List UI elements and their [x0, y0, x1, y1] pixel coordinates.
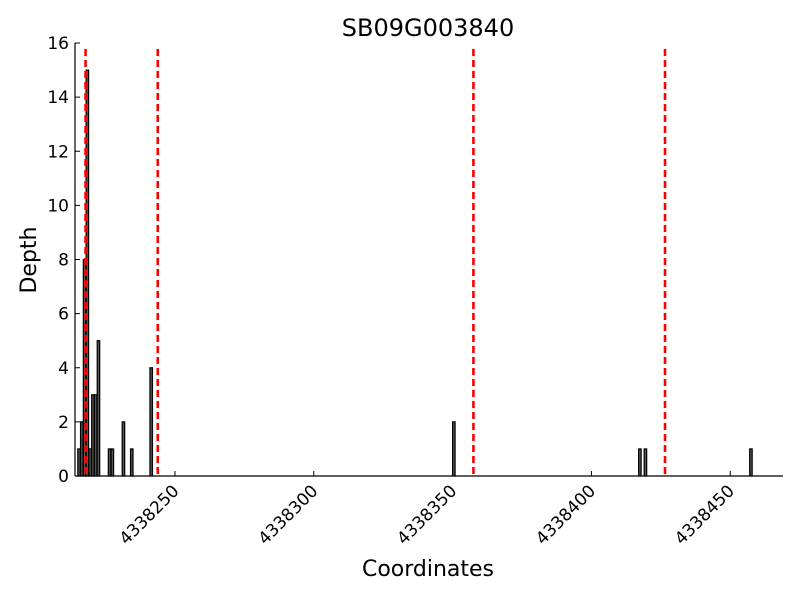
depth-bar	[110, 448, 115, 477]
depth-bar	[93, 394, 98, 477]
y-tick-label: 12	[47, 142, 69, 162]
y-tick-label: 8	[58, 251, 69, 271]
depth-bar	[129, 448, 134, 477]
x-tick-label: 4338350	[393, 481, 461, 549]
depth-bar	[452, 421, 456, 477]
y-tick-label: 6	[58, 305, 69, 325]
x-tick-label: 4338450	[671, 481, 739, 549]
x-tick-label: 4338300	[255, 481, 323, 549]
depth-bar	[96, 340, 101, 477]
y-tick-label: 0	[58, 467, 69, 487]
depth-bar	[638, 448, 642, 477]
y-tick-label: 14	[47, 88, 69, 108]
y-tick-label: 4	[58, 359, 69, 379]
depth-bar	[121, 421, 126, 477]
depth-bar	[88, 448, 92, 477]
y-tick-label: 2	[58, 413, 69, 433]
depth-bar	[77, 448, 81, 477]
y-tick-label: 10	[47, 196, 69, 216]
y-tick-label: 16	[47, 34, 69, 54]
depth-bar	[749, 448, 753, 477]
x-tick-label: 4338250	[116, 481, 184, 549]
x-axis-label: Coordinates	[362, 557, 494, 582]
depth-bar	[79, 421, 84, 477]
plot-area: 0 2 4 6 8 10 12 14 16 4338250 4338300 4338350 433840…	[47, 34, 783, 549]
depth-bar	[149, 367, 154, 477]
depth-bar	[107, 448, 112, 477]
chart-title: SB09G003840	[342, 14, 514, 42]
y-axis-label: Depth	[17, 226, 42, 293]
x-tick-label: 4338400	[532, 481, 600, 549]
depth-bar	[91, 394, 95, 477]
depth-bar	[643, 448, 648, 477]
